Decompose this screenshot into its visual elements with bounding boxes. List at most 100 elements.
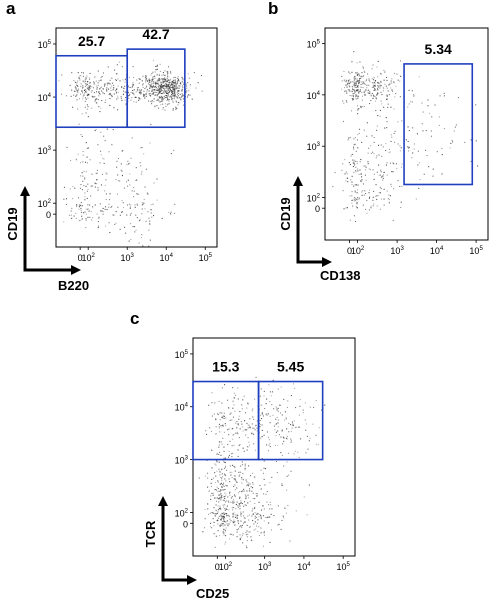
event-dot bbox=[230, 474, 232, 476]
event-dot bbox=[464, 141, 466, 143]
event-dot bbox=[127, 185, 129, 187]
event-dot bbox=[374, 95, 376, 97]
event-dot bbox=[285, 512, 287, 514]
event-dot bbox=[246, 429, 248, 431]
event-dot bbox=[96, 102, 98, 104]
event-dot bbox=[117, 180, 119, 182]
event-dot bbox=[224, 524, 226, 526]
event-dot bbox=[135, 101, 137, 103]
event-dot bbox=[105, 99, 107, 101]
event-dot bbox=[354, 143, 356, 145]
event-dot bbox=[132, 66, 134, 68]
event-dot bbox=[234, 484, 236, 486]
event-dot bbox=[378, 164, 380, 166]
event-dot bbox=[215, 509, 217, 511]
event-dot bbox=[168, 86, 170, 88]
event-dot bbox=[78, 98, 80, 100]
event-dot bbox=[357, 197, 359, 199]
event-dot bbox=[223, 473, 225, 475]
event-dot bbox=[115, 73, 117, 75]
event-dot bbox=[239, 465, 241, 467]
event-dot bbox=[372, 86, 374, 88]
event-dot bbox=[151, 101, 153, 103]
event-dot bbox=[344, 173, 346, 175]
event-dot bbox=[252, 482, 254, 484]
event-dot bbox=[174, 76, 176, 78]
event-dot bbox=[169, 85, 171, 87]
event-dot bbox=[225, 494, 227, 496]
event-dot bbox=[220, 425, 222, 427]
event-dot bbox=[110, 95, 112, 97]
event-dot bbox=[241, 490, 243, 492]
event-dot bbox=[188, 94, 190, 96]
event-dot bbox=[221, 523, 223, 525]
event-dot bbox=[386, 76, 388, 78]
event-dot bbox=[109, 92, 111, 94]
event-dot bbox=[175, 87, 177, 89]
event-dot bbox=[163, 87, 165, 89]
event-dot bbox=[111, 82, 113, 84]
event-dot bbox=[363, 70, 365, 72]
event-dot bbox=[177, 97, 179, 99]
event-dot bbox=[109, 83, 111, 85]
event-dot bbox=[417, 164, 419, 166]
event-dot bbox=[124, 91, 126, 93]
event-dot bbox=[376, 125, 378, 127]
event-dot bbox=[262, 415, 264, 417]
event-dot bbox=[109, 93, 111, 95]
event-dot bbox=[162, 89, 164, 91]
event-dot bbox=[136, 179, 138, 181]
event-dot bbox=[128, 240, 130, 242]
event-dot bbox=[241, 524, 243, 526]
event-dot bbox=[117, 97, 119, 99]
event-dot bbox=[227, 525, 229, 527]
event-dot bbox=[243, 450, 245, 452]
event-dot bbox=[366, 122, 368, 124]
event-dot bbox=[167, 84, 169, 86]
event-dot bbox=[151, 216, 153, 218]
event-dot bbox=[249, 483, 251, 485]
event-dot bbox=[164, 95, 166, 97]
event-dot bbox=[356, 74, 358, 76]
event-dot bbox=[172, 94, 174, 96]
event-dot bbox=[407, 140, 409, 142]
event-dot bbox=[362, 183, 364, 185]
event-dot bbox=[151, 87, 153, 89]
event-dot bbox=[265, 493, 267, 495]
event-dot bbox=[88, 86, 90, 88]
event-dot bbox=[79, 206, 81, 208]
event-dot bbox=[135, 167, 137, 169]
event-dot bbox=[154, 77, 156, 79]
event-dot bbox=[393, 108, 395, 110]
event-dot bbox=[298, 414, 300, 416]
event-dot bbox=[356, 163, 358, 165]
event-dot bbox=[369, 92, 371, 94]
event-dot bbox=[148, 90, 150, 92]
event-dot bbox=[173, 89, 175, 91]
event-dot bbox=[241, 491, 243, 493]
event-dot bbox=[261, 436, 263, 438]
event-dot bbox=[302, 412, 304, 414]
event-dot bbox=[104, 84, 106, 86]
event-dot bbox=[85, 227, 87, 229]
event-dot bbox=[239, 411, 241, 413]
event-dot bbox=[223, 460, 225, 462]
event-dot bbox=[365, 89, 367, 91]
event-dot bbox=[236, 487, 238, 489]
y-arrow-head bbox=[20, 186, 30, 196]
event-dot bbox=[157, 98, 159, 100]
event-dot bbox=[68, 214, 70, 216]
event-dot bbox=[238, 475, 240, 477]
event-dot bbox=[245, 434, 247, 436]
event-dot bbox=[351, 98, 353, 100]
event-dot bbox=[220, 498, 222, 500]
event-dot bbox=[261, 418, 263, 420]
event-dot bbox=[261, 412, 263, 414]
event-dot bbox=[95, 99, 97, 101]
event-dot bbox=[373, 84, 375, 86]
event-dot bbox=[226, 485, 228, 487]
y-axis-label: CD19 bbox=[278, 197, 293, 230]
event-dot bbox=[63, 221, 65, 223]
event-dot bbox=[252, 483, 254, 485]
event-dot bbox=[127, 85, 129, 87]
